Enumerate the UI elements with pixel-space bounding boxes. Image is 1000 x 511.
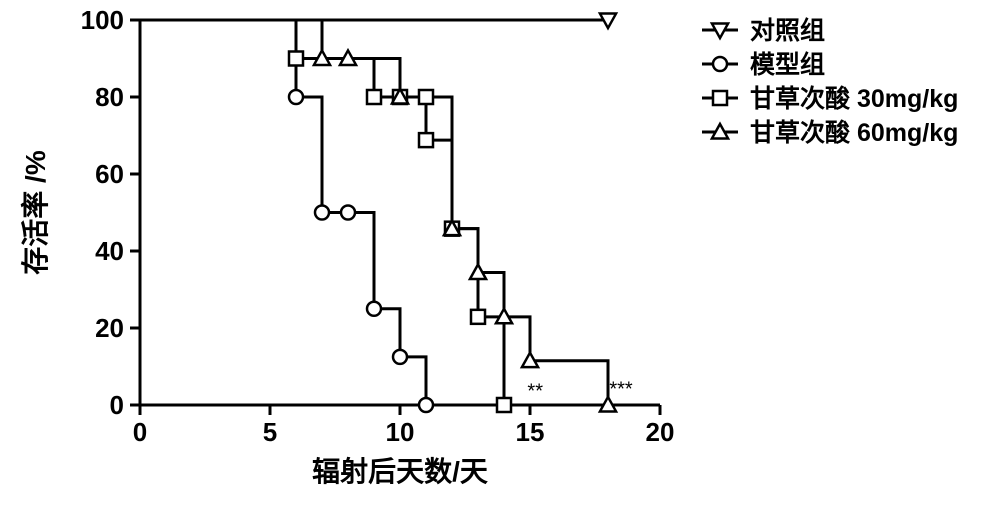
legend-marker-dose30: [713, 91, 727, 105]
series-line-model: [140, 20, 426, 405]
y-tick-label: 60: [95, 159, 124, 189]
x-tick-label: 20: [646, 417, 675, 447]
significance-mark: **: [527, 380, 543, 402]
legend-label-dose60: 甘草次酸 60mg/kg: [750, 118, 958, 147]
x-tick-label: 10: [386, 417, 415, 447]
y-tick-label: 20: [95, 313, 124, 343]
chart-svg: 02040608010005101520辐射后天数/天存活率 /%*****对照…: [0, 0, 1000, 511]
series-markers-dose60: [314, 50, 616, 411]
y-tick-label: 80: [95, 82, 124, 112]
x-tick-label: 5: [263, 417, 277, 447]
y-tick-label: 100: [81, 5, 124, 35]
y-tick-label: 40: [95, 236, 124, 266]
survival-chart: 02040608010005101520辐射后天数/天存活率 /%*****对照…: [0, 0, 1000, 511]
legend-marker-model: [713, 57, 727, 71]
y-axis-label: 存活率 /%: [19, 150, 51, 275]
legend-label-model: 模型组: [750, 50, 825, 79]
legend-label-dose30: 甘草次酸 30mg/kg: [750, 84, 958, 113]
x-axis-label: 辐射后天数/天: [312, 456, 488, 487]
significance-mark: ***: [609, 378, 633, 400]
series-markers-model: [289, 90, 433, 412]
legend-label-control: 对照组: [750, 17, 825, 45]
y-tick-label: 0: [110, 390, 124, 420]
x-tick-label: 15: [516, 417, 545, 447]
x-tick-label: 0: [133, 417, 147, 447]
